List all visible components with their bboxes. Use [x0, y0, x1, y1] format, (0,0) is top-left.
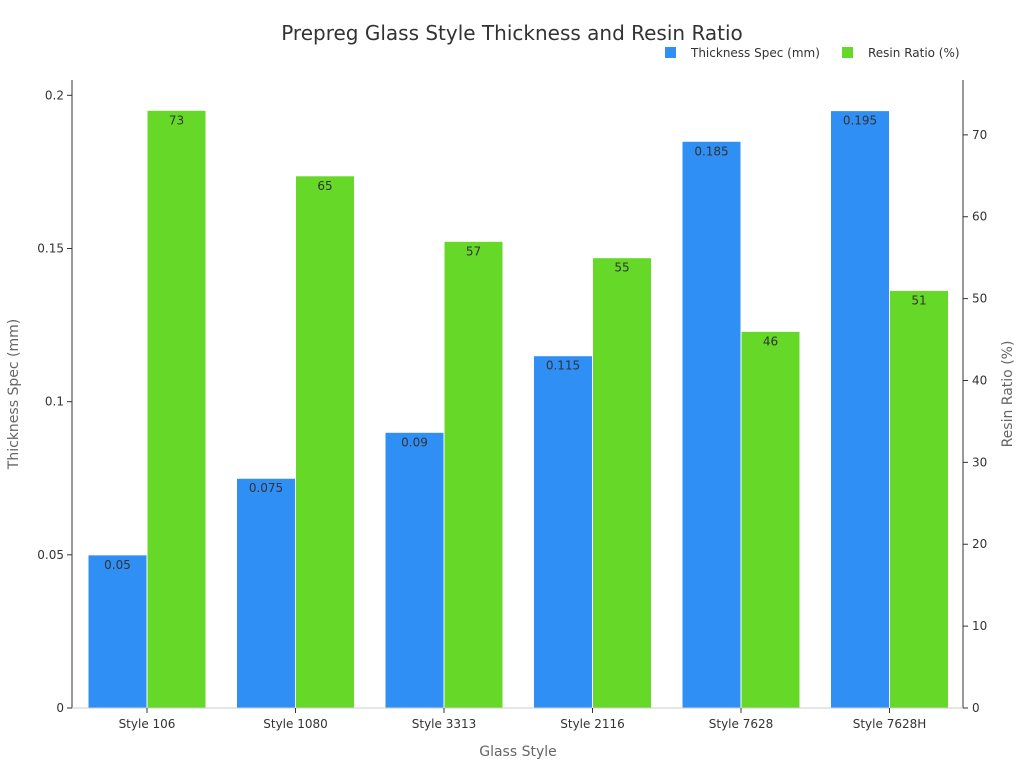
- y-axis-label-right: Resin Ratio (%): [1000, 341, 1016, 448]
- legend-label-thickness: Thickness Spec (mm): [690, 46, 820, 60]
- legend-label-resin: Resin Ratio (%): [868, 46, 960, 60]
- bar-label-thickness-4: 0.185: [694, 144, 728, 158]
- bar-thickness-0: [87, 554, 148, 709]
- bar-resin-0: [146, 109, 207, 709]
- bar-thickness-4: [681, 140, 742, 709]
- right-tick-label-5: 50: [972, 292, 987, 306]
- bar-resin-4: [740, 330, 801, 709]
- bar-label-resin-3: 55: [614, 261, 629, 275]
- x-tick-label-4: Style 7628: [709, 717, 774, 731]
- y-axis-label-left: Thickness Spec (mm): [6, 319, 22, 470]
- left-tick-label-2: 0.1: [45, 395, 64, 409]
- bar-label-thickness-3: 0.115: [546, 359, 580, 373]
- left-tick-label-4: 0.2: [45, 88, 64, 102]
- bar-resin-2: [443, 240, 504, 709]
- bar-resin-3: [592, 257, 652, 709]
- bar-label-resin-0: 73: [169, 113, 184, 127]
- right-tick-label-0: 0: [972, 701, 980, 715]
- right-tick-label-1: 10: [972, 619, 987, 633]
- left-ticks-layer: 0 0.05 0.1 0.15 0.2: [37, 88, 72, 715]
- x-ticks-layer: Style 106 Style 1080 Style 3313 Style 2116 S…: [119, 708, 927, 731]
- bar-label-thickness-5: 0.195: [843, 114, 877, 128]
- right-tick-label-7: 70: [972, 128, 987, 142]
- bar-thickness-3: [533, 355, 593, 709]
- bar-label-resin-5: 51: [911, 293, 926, 307]
- bar-resin-1: [295, 175, 355, 709]
- bar-labels-layer: 0.05 73 0.075 65 0.09 57 0.115 55 0.185 46 0.195 51: [104, 113, 927, 572]
- bar-label-resin-1: 65: [317, 179, 332, 193]
- right-tick-label-4: 40: [972, 373, 987, 387]
- left-tick-label-1: 0.05: [37, 548, 64, 562]
- bar-label-thickness-1: 0.075: [249, 481, 283, 495]
- bar-resin-5: [889, 289, 949, 709]
- x-tick-label-5: Style 7628H: [853, 717, 927, 731]
- bar-label-resin-4: 46: [763, 334, 778, 348]
- right-tick-label-2: 20: [972, 537, 987, 551]
- x-tick-label-1: Style 1080: [263, 717, 328, 731]
- bar-thickness-5: [830, 110, 890, 709]
- axes: [71, 80, 964, 709]
- bar-thickness-1: [236, 477, 296, 709]
- legend: Thickness Spec (mm) Resin Ratio (%): [665, 46, 960, 60]
- x-axis-label: Glass Style: [479, 744, 557, 760]
- right-ticks-layer: 0 10 20 30 40 50 60 70: [963, 128, 987, 715]
- left-tick-label-0: 0: [56, 701, 64, 715]
- bar-thickness-2: [384, 431, 445, 709]
- right-tick-label-6: 60: [972, 210, 987, 224]
- x-tick-label-3: Style 2116: [560, 717, 625, 731]
- right-tick-label-3: 30: [972, 455, 987, 469]
- bar-label-thickness-0: 0.05: [104, 558, 131, 572]
- legend-swatch-resin: [842, 47, 853, 58]
- chart-title: Prepreg Glass Style Thickness and Resin …: [281, 21, 743, 45]
- legend-swatch-thickness: [665, 47, 676, 58]
- x-tick-label-0: Style 106: [119, 717, 176, 731]
- bar-label-resin-2: 57: [466, 244, 481, 258]
- left-tick-label-3: 0.15: [37, 241, 64, 255]
- bar-label-thickness-2: 0.09: [401, 435, 428, 449]
- bars-layer: [87, 109, 949, 709]
- x-tick-label-2: Style 3313: [412, 717, 477, 731]
